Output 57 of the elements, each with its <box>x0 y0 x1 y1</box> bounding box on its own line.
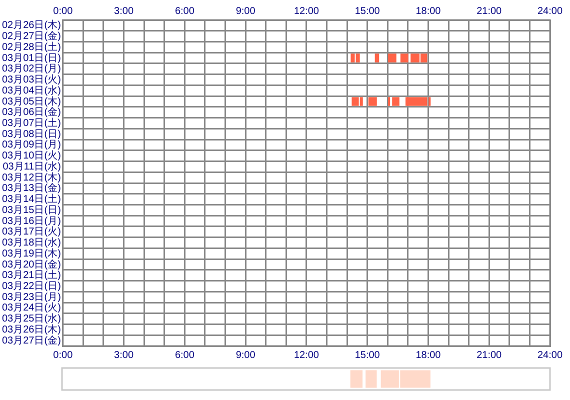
x-tick-label: 6:00 <box>174 350 195 361</box>
x-tick-label: 9:00 <box>236 350 256 361</box>
y-tick-label: 03月09日(月) <box>2 140 61 151</box>
bar <box>352 97 359 106</box>
y-tick-label: 03月01日(日) <box>2 52 61 64</box>
x2-tick-label: 0:00 <box>53 6 74 17</box>
x-tick-label: 24:00 <box>537 350 563 361</box>
y-tick-label: 03月20日(金) <box>2 258 61 270</box>
y-tick-label: 03月23日(月) <box>2 292 61 303</box>
x-tick-label: 18:00 <box>416 350 442 361</box>
y-tick-label: 03月24日(火) <box>2 302 61 314</box>
y-tick-label: 03月13日(金) <box>2 182 61 194</box>
x2-tick-label: 6:00 <box>174 6 195 17</box>
y-tick-label: 03月18日(水) <box>2 236 61 249</box>
y-tick-label: 03月11日(水) <box>2 160 61 172</box>
bar <box>405 97 428 106</box>
y-tick-label: 03月15日(日) <box>2 204 61 216</box>
y-tick-label: 03月22日(日) <box>2 280 61 292</box>
y-tick-label: 03月08日(日) <box>2 128 61 140</box>
x2-tick-label: 15:00 <box>354 6 380 17</box>
x-tick-label: 0:00 <box>53 350 74 361</box>
y-tick-label: 03月21日(土) <box>2 269 61 282</box>
x2-tick-label: 12:00 <box>294 6 320 17</box>
x-tick-label: 3:00 <box>114 350 134 361</box>
x2-tick-label: 24:00 <box>537 6 563 17</box>
y-tick-label: 02月27日(金) <box>2 30 61 42</box>
bar <box>366 370 377 388</box>
x-tick-label: 21:00 <box>476 350 502 361</box>
y-tick-label: 03月05日(木) <box>2 95 61 108</box>
y-tick-label: 03月17日(火) <box>2 226 61 238</box>
y-tick-label: 03月07日(土) <box>2 116 61 129</box>
y-tick-label: 03月16日(月) <box>2 216 61 227</box>
x-tick-label: 15:00 <box>354 350 380 361</box>
x2-tick-label: 21:00 <box>476 6 502 17</box>
bar <box>392 97 400 106</box>
y-tick-label: 03月10日(火) <box>2 150 61 162</box>
x2-tick-label: 18:00 <box>416 6 442 17</box>
x2-tick-label: 9:00 <box>236 6 256 17</box>
y-tick-label: 03月19日(木) <box>2 247 61 260</box>
bar <box>400 54 408 62</box>
y-tick-label: 03月03日(火) <box>2 74 61 86</box>
bar <box>388 54 396 62</box>
y-tick-label: 03月06日(金) <box>2 106 61 118</box>
y-tick-label: 03月27日(金) <box>2 334 61 346</box>
y-tick-label: 03月02日(月) <box>2 64 61 75</box>
y-tick-label: 03月25日(水) <box>2 312 61 325</box>
y-tick-label: 03月14日(土) <box>2 193 61 206</box>
y-tick-label: 02月26日(木) <box>2 19 61 32</box>
y-tick-label: 03月26日(木) <box>2 323 61 336</box>
bar <box>374 54 380 62</box>
y-tick-label: 03月04日(水) <box>2 84 61 96</box>
bar <box>350 370 363 388</box>
y-tick-label: 03月12日(木) <box>2 171 61 184</box>
y-tick-label: 02月28日(土) <box>2 40 61 53</box>
bar <box>368 97 377 106</box>
x-tick-label: 12:00 <box>294 350 320 361</box>
x2-tick-label: 3:00 <box>114 6 134 17</box>
